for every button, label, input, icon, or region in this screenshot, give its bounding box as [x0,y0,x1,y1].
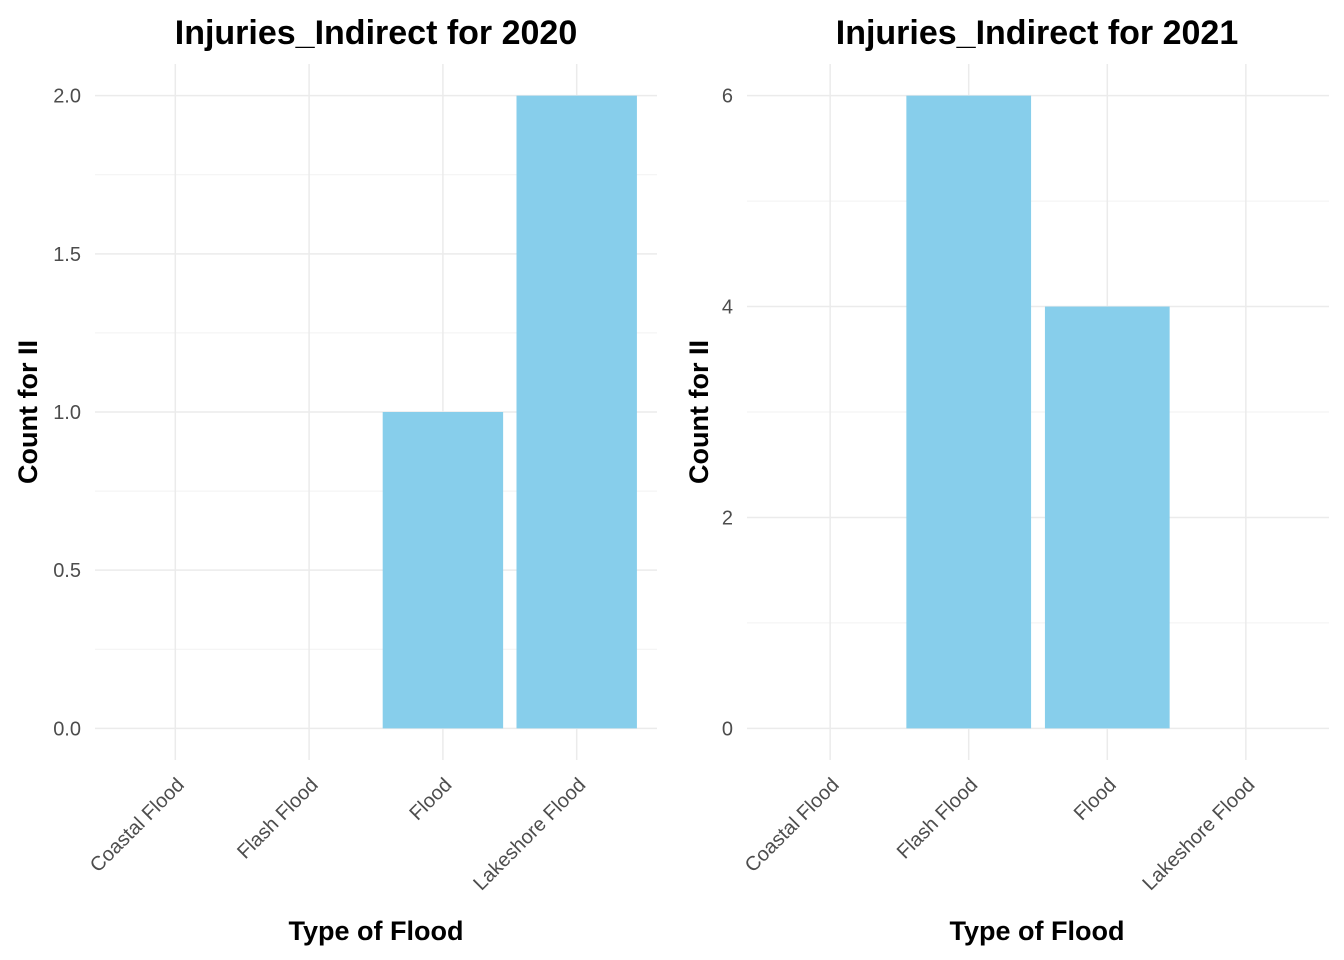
plot-area: 0.0 0.5 1.0 1.5 2.0 Coastal Flood Flash Flood F… [53,64,657,895]
y-tick-label: 1.0 [53,402,81,424]
x-tick-label: Flash Flood [233,774,322,863]
x-tick-label: Coastal Flood [741,774,844,877]
chart-title: Injuries_Indirect for 2021 [836,14,1239,52]
y-tick-label: 2.0 [53,86,81,108]
y-axis-title: Count for II [13,340,43,484]
x-tick-label: Lakeshore Flood [1138,774,1259,895]
bar [516,95,637,729]
x-axis-title: Type of Flood [289,916,464,946]
x-tick-label: Flood [1070,774,1121,825]
bar [382,412,504,729]
x-tick-label: Lakeshore Flood [469,774,590,895]
bar [1044,306,1170,729]
x-axis-title: Type of Flood [950,916,1125,946]
chart-panel-2020: Injuries_Indirect for 2020 Type of Flood… [13,14,657,946]
y-tick-label: 0.5 [53,560,81,582]
y-axis-title: Count for II [684,340,714,484]
y-tick-label: 0 [722,718,733,740]
y-tick-label: 2 [722,507,733,529]
y-tick-label: 0.0 [53,718,81,740]
plot-area: 0 2 4 6 Coastal Flood Flash Flood Flood Lakesho… [722,64,1329,895]
bar [906,95,1032,729]
y-tick-label: 6 [722,86,733,108]
chart-title: Injuries_Indirect for 2020 [175,14,578,52]
y-tick-label: 1.5 [53,244,81,266]
chart-panel-2021: Injuries_Indirect for 2021 Type of Flood… [684,14,1329,946]
x-tick-label: Coastal Flood [86,774,189,877]
x-tick-label: Flood [406,774,457,825]
x-tick-label: Flash Flood [893,774,982,863]
y-tick-label: 4 [722,297,733,319]
